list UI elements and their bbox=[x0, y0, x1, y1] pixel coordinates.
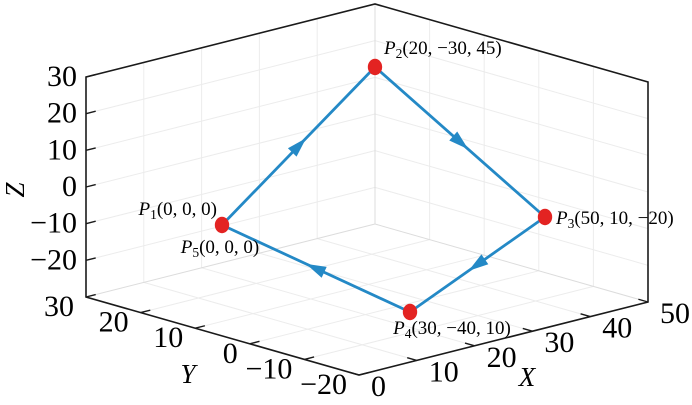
grid-line-floor bbox=[143, 281, 417, 361]
point-marker-p1 bbox=[214, 216, 230, 234]
x-tick-label: 40 bbox=[602, 312, 632, 345]
z-tick-mark bbox=[85, 257, 96, 262]
y-tick-mark bbox=[140, 309, 151, 314]
x-tick-label: 50 bbox=[660, 297, 690, 330]
y-tick-label: −10 bbox=[245, 352, 292, 385]
x-tick-label: 30 bbox=[544, 326, 574, 359]
direction-arrow bbox=[468, 254, 489, 271]
y-tick-label: −20 bbox=[300, 368, 347, 401]
x-tick-label: 20 bbox=[487, 341, 517, 374]
z-tick-label: 0 bbox=[62, 170, 77, 203]
z-tick-label: −10 bbox=[30, 207, 77, 240]
x-tick-mark bbox=[522, 327, 533, 332]
z-tick-mark bbox=[85, 73, 96, 78]
x-tick-mark bbox=[580, 313, 591, 318]
z-axis-label: Z bbox=[0, 182, 30, 198]
grid-line-left-wall bbox=[85, 186, 376, 261]
x-tick-mark bbox=[349, 371, 360, 376]
inner-edge-floor bbox=[374, 223, 649, 303]
point-marker-p3 bbox=[537, 208, 553, 226]
grid-line-right-wall bbox=[374, 113, 649, 193]
y-axis-label: Y bbox=[180, 359, 198, 389]
grid-line-floor bbox=[317, 238, 591, 318]
point-label-p1: P1(0, 0, 0) bbox=[137, 199, 217, 222]
direction-arrow bbox=[449, 131, 469, 150]
grid-line-floor bbox=[140, 239, 430, 314]
y-tick-mark bbox=[304, 356, 315, 361]
y-tick-label: 20 bbox=[99, 306, 129, 339]
y-tick-mark bbox=[85, 293, 96, 298]
y-tick-label: 30 bbox=[44, 290, 74, 323]
point-label-p2: P2(20, −30, 45) bbox=[383, 38, 502, 61]
x-tick-mark bbox=[406, 356, 417, 362]
grid-line-floor bbox=[201, 267, 475, 347]
x-tick-label: 10 bbox=[429, 355, 459, 388]
y-tick-mark bbox=[195, 325, 206, 329]
point-label-p4: P4(30, −40, 10) bbox=[392, 318, 511, 341]
z-tick-mark bbox=[85, 220, 96, 225]
z-tick-label: 10 bbox=[47, 133, 77, 166]
point-marker-p2 bbox=[367, 58, 383, 76]
x-tick-mark bbox=[638, 298, 649, 303]
grid-line-floor bbox=[195, 254, 485, 329]
z-tick-label: 20 bbox=[47, 97, 77, 130]
grid-line-floor bbox=[304, 285, 594, 360]
grid-line-right-wall bbox=[374, 40, 649, 120]
z-tick-label: −20 bbox=[30, 243, 77, 276]
point-marker-p4 bbox=[402, 303, 418, 321]
grid-line-left-wall bbox=[85, 150, 376, 225]
grid-line-right-wall bbox=[374, 76, 649, 156]
grid-line-right-wall bbox=[374, 150, 649, 230]
grid-line-floor bbox=[259, 252, 533, 332]
z-tick-mark bbox=[85, 110, 96, 115]
y-tick-mark bbox=[249, 340, 260, 345]
x-tick-label: 0 bbox=[371, 370, 386, 403]
grid-line-left-wall bbox=[85, 76, 376, 151]
point-label-p5: P5(0, 0, 0) bbox=[180, 237, 260, 260]
point-label-p3: P3(50, 10, −20) bbox=[555, 208, 674, 231]
grid-line-floor bbox=[249, 270, 539, 345]
inner-edge-floor bbox=[85, 223, 376, 298]
z-tick-mark bbox=[85, 183, 96, 188]
z-tick-label: 30 bbox=[47, 60, 77, 93]
y-tick-label: 0 bbox=[223, 337, 238, 370]
direction-arrow bbox=[287, 138, 307, 157]
y-tick-label: 10 bbox=[153, 321, 183, 354]
grid-line-right-wall bbox=[374, 186, 649, 266]
direction-arrow bbox=[306, 263, 327, 278]
grid-line-left-wall bbox=[85, 40, 376, 115]
y-tick-mark bbox=[358, 371, 369, 376]
z-tick-mark bbox=[85, 147, 96, 152]
grid-line-left-wall bbox=[85, 113, 376, 188]
x-tick-mark bbox=[464, 342, 475, 347]
x-axis-label: X bbox=[518, 362, 537, 392]
